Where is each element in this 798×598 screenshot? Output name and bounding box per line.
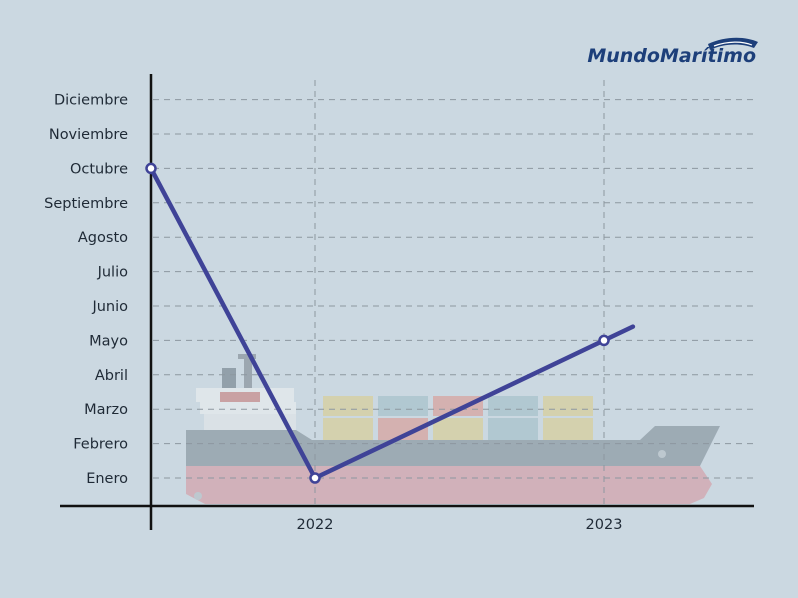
y-tick-label-octubre: Octubre: [70, 161, 128, 177]
axes: [60, 74, 754, 530]
y-tick-label-julio: Julio: [97, 265, 129, 281]
y-tick-label-enero: Enero: [86, 471, 128, 487]
y-tick-label-abril: Abril: [95, 368, 128, 384]
brand-logo: MundoMarítimo: [587, 37, 758, 67]
brand-name: MundoMarítimo: [587, 45, 756, 67]
y-tick-label-agosto: Agosto: [78, 230, 128, 246]
y-tick-label-septiembre: Septiembre: [44, 196, 128, 212]
wave-icon: [708, 37, 758, 50]
y-axis-labels: Enero Febrero Marzo Abril Mayo Junio Julio Agos…: [44, 93, 128, 487]
y-tick-label-diciembre: Diciembre: [54, 93, 128, 109]
series: [145, 162, 636, 484]
y-tick-label-mayo: Mayo: [89, 333, 128, 349]
x-tick-label-2022: 2022: [297, 517, 334, 533]
series-line: [148, 166, 636, 481]
data-point-2: [598, 334, 610, 347]
y-tick-label-marzo: Marzo: [84, 402, 128, 418]
y-tick-label-junio: Junio: [91, 299, 128, 315]
y-tick-label-noviembre: Noviembre: [49, 127, 128, 143]
grid-lines: [153, 80, 754, 505]
y-tick-label-febrero: Febrero: [73, 437, 128, 453]
data-point-0: [145, 162, 157, 175]
x-tick-label-2023: 2023: [586, 517, 623, 533]
container-ship-illustration: [186, 354, 720, 504]
x-axis-labels: 2022 2023: [297, 517, 623, 533]
data-point-1: [309, 472, 321, 484]
